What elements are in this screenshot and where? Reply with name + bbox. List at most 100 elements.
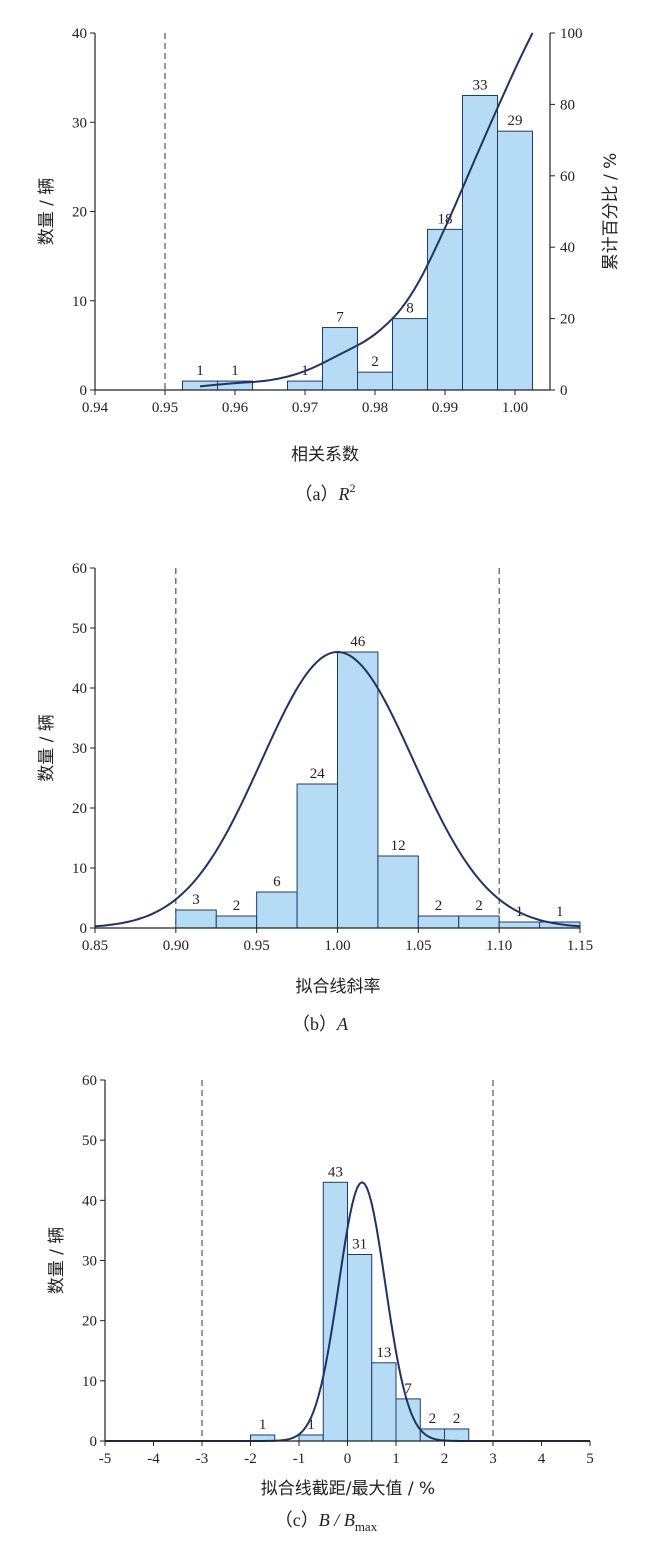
y-tick-label: 50 <box>72 621 87 637</box>
bar-value-label: 1 <box>231 363 239 379</box>
x-tick-label: 1 <box>392 1451 400 1467</box>
histogram-bar <box>357 371 393 391</box>
normal-fit-curve <box>94 650 581 928</box>
figure-caption: （c）B / Bmax <box>275 1510 378 1534</box>
x-tick-label: 2 <box>441 1451 449 1467</box>
y-tick-label: 60 <box>82 1073 97 1089</box>
x-tick-label: 0.99 <box>432 400 458 416</box>
bar-value-label: 8 <box>406 301 414 317</box>
bar-value-label: 2 <box>453 1411 461 1427</box>
bar-value-label: 33 <box>473 77 488 93</box>
x-tick-label: 1.00 <box>324 938 350 954</box>
x-tick-label: 0.95 <box>244 938 270 954</box>
x-tick-label: 0.94 <box>82 400 109 416</box>
figure-caption: （a）R2 <box>295 481 356 504</box>
y2-tick-label: 100 <box>560 26 583 42</box>
x-tick-label: 0.85 <box>82 938 108 954</box>
bar-value-label: 46 <box>350 634 366 650</box>
x-tick-label: 5 <box>586 1451 594 1467</box>
histogram-bar <box>337 651 379 929</box>
histogram-bar <box>427 228 463 391</box>
x-tick-label: -3 <box>196 1451 209 1467</box>
bar-value-label: 2 <box>435 898 443 914</box>
caption-separator: / <box>330 1510 344 1530</box>
bar-value-label: 1 <box>259 1417 267 1433</box>
y-tick-label: 40 <box>72 26 87 42</box>
histogram-bar <box>296 783 339 929</box>
bar-value-label: 12 <box>391 838 406 854</box>
y2-axis-title: 累计百分比 / % <box>601 153 621 271</box>
y2-tick-label: 0 <box>560 383 568 399</box>
y-axis-title: 数量 / 辆 <box>37 714 57 782</box>
bar-value-label: 2 <box>475 898 483 914</box>
histogram-bar <box>444 1428 470 1442</box>
caption-variable-2: B <box>344 1510 355 1530</box>
caption-subscript: max <box>355 1519 378 1534</box>
y-tick-label: 0 <box>90 1434 98 1450</box>
bar-value-label: 18 <box>438 211 453 227</box>
x-tick-label: -1 <box>293 1451 306 1467</box>
bar-value-label: 2 <box>429 1411 437 1427</box>
x-tick-label: 0.98 <box>362 400 388 416</box>
bar-value-label: 6 <box>273 874 281 890</box>
y-tick-label: 30 <box>72 115 87 131</box>
bar-value-label: 13 <box>376 1345 391 1361</box>
bar-value-label: 1 <box>196 363 204 379</box>
histogram-bar <box>371 1362 397 1442</box>
caption-prefix: （b） <box>292 1014 337 1034</box>
y-tick-label: 10 <box>72 861 87 877</box>
histogram-bar <box>458 915 500 929</box>
x-tick-label: -2 <box>244 1451 257 1467</box>
y-tick-label: 30 <box>82 1254 97 1270</box>
x-tick-label: 1.10 <box>486 938 512 954</box>
y-tick-label: 40 <box>82 1193 97 1209</box>
x-axis-title: 相关系数 <box>291 445 359 465</box>
y-tick-label: 30 <box>72 741 87 757</box>
bar-value-label: 1 <box>556 904 564 920</box>
bar-value-label: 2 <box>371 354 379 370</box>
bar-value-label: 2 <box>233 898 241 914</box>
bar-value-label: 7 <box>336 310 344 326</box>
x-tick-label: 4 <box>538 1451 546 1467</box>
x-tick-label: 0 <box>344 1451 352 1467</box>
x-tick-label: 1.00 <box>502 400 528 416</box>
y-tick-label: 40 <box>72 681 87 697</box>
bar-value-label: 3 <box>192 892 200 908</box>
bar-value-label: 29 <box>508 113 523 129</box>
cumulative-percent-curve <box>199 32 534 388</box>
histogram-bar <box>256 891 298 929</box>
caption-variable: A <box>336 1014 349 1034</box>
histogram-bar <box>392 318 428 391</box>
x-tick-label: 1.15 <box>567 938 593 954</box>
caption-prefix: （c） <box>275 1510 319 1530</box>
histogram-bar <box>175 909 217 929</box>
caption-superscript: 2 <box>350 481 356 495</box>
bar-value-label: 24 <box>310 766 326 782</box>
histogram-bar <box>497 130 533 391</box>
x-tick-label: 0.95 <box>152 400 178 416</box>
bar-value-label: 31 <box>352 1236 367 1252</box>
histogram-bar <box>287 380 323 391</box>
y2-tick-label: 60 <box>560 169 575 185</box>
y-axis-title: 数量 / 辆 <box>37 178 57 246</box>
histogram-bar <box>347 1253 373 1442</box>
histogram-bar <box>417 915 460 929</box>
x-tick-label: 0.97 <box>292 400 319 416</box>
y-tick-label: 0 <box>80 383 88 399</box>
caption-variable: B <box>319 1510 330 1530</box>
histogram-bar <box>215 915 258 929</box>
bar-value-label: 7 <box>404 1381 412 1397</box>
x-axis-title: 拟合线截距/最大值 / % <box>261 1479 435 1499</box>
histogram-bar <box>462 94 498 391</box>
bar-value-label: 1 <box>307 1417 315 1433</box>
x-tick-label: -4 <box>147 1451 160 1467</box>
histogram-bar <box>322 327 358 391</box>
histogram-bar <box>498 921 541 929</box>
figure-caption: （b）A <box>292 1014 349 1034</box>
y-tick-label: 10 <box>82 1374 97 1390</box>
y-tick-label: 20 <box>82 1314 97 1330</box>
y2-tick-label: 20 <box>560 312 575 328</box>
x-axis-title: 拟合线斜率 <box>296 977 381 997</box>
